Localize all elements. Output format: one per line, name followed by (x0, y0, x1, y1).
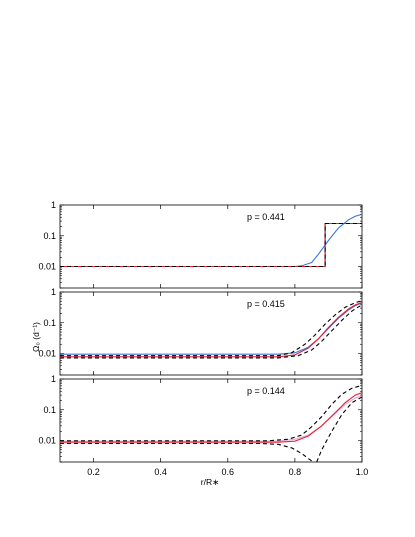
panel-2: 0.01 0.1 1 p = 0.415 (38, 287, 363, 376)
panel-frame (59, 378, 363, 463)
y-tick-label: 1 (51, 374, 56, 384)
x-tick-label: 1.0 (356, 467, 369, 477)
series-line-black-dashed (60, 442, 314, 462)
panel-label: p = 0.441 (247, 212, 285, 222)
y-tick-label: 0.01 (38, 436, 56, 446)
x-axis-label: r/R∗ (201, 477, 219, 487)
y-tick-label: 1 (51, 200, 56, 210)
x-tick-labels: 0.2 0.4 0.6 0.8 1.0 (87, 467, 368, 477)
series-group (60, 213, 362, 268)
panel-3: 0.01 0.1 1 p = 0.144 (38, 374, 363, 463)
x-tick-label: 0.8 (289, 467, 302, 477)
panel-frame (59, 204, 363, 289)
series-line-black (60, 222, 362, 268)
x-tick-label: 0.6 (222, 467, 235, 477)
series-line-black-dashed (60, 300, 362, 357)
y-tick-label: 0.1 (43, 405, 56, 415)
series-line-red (60, 222, 362, 268)
series-line-red (60, 301, 362, 358)
y-tick-label: 0.01 (38, 262, 56, 272)
panel-label: p = 0.415 (247, 299, 285, 309)
panel-1: 0.01 0.1 1 p = 0.441 (38, 200, 363, 289)
series-line-red (60, 392, 362, 443)
series-line-black-dashed (60, 304, 362, 359)
series-group (60, 384, 362, 462)
series-line-black-dashed (60, 222, 362, 268)
series-line-blue (60, 302, 362, 355)
y-tick-label: 1 (51, 287, 56, 297)
panel-label: p = 0.144 (247, 386, 285, 396)
y-tick-label: 0.1 (43, 318, 56, 328)
x-tick-label: 0.2 (87, 467, 100, 477)
x-tick-label: 0.4 (154, 467, 167, 477)
y-tick-label: 0.1 (43, 231, 56, 241)
series-line-pink (60, 395, 362, 442)
y-tick-label: 0.01 (38, 349, 56, 359)
series-line-blue (60, 213, 362, 268)
y-axis-label: Ω₀ (d⁻¹) (31, 322, 41, 352)
panel-frame (59, 291, 363, 376)
series-group (60, 300, 362, 359)
series-line-black-dashed (60, 384, 362, 442)
series-line-black-dashed (316, 396, 362, 462)
